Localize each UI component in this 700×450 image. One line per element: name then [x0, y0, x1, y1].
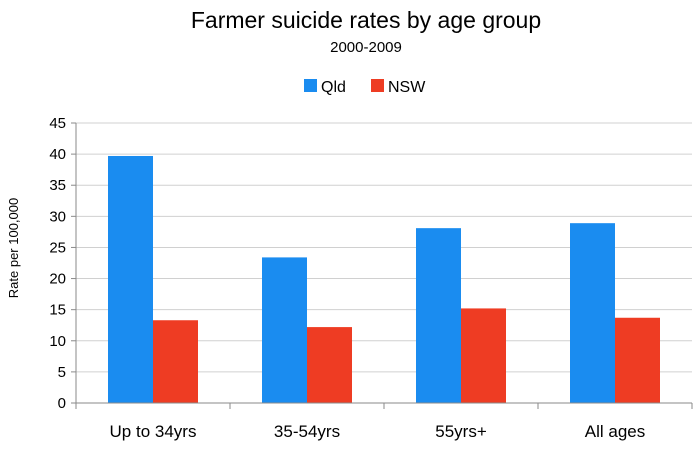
x-category-labels: Up to 34yrs 35-54yrs 55yrs+ All ages	[110, 422, 646, 441]
y-tick-label: 5	[58, 364, 66, 381]
bar-qld-1	[262, 257, 307, 403]
y-tick-label: 25	[49, 239, 66, 256]
y-tick-label: 45	[49, 115, 66, 132]
y-tick-label: 20	[49, 271, 66, 288]
axes	[75, 123, 693, 409]
y-tick-label: 15	[49, 302, 66, 319]
bar-qld-0	[108, 155, 153, 403]
legend: Qld NSW	[304, 79, 426, 96]
legend-swatch-nsw	[371, 79, 384, 92]
x-category-label: 35-54yrs	[274, 422, 340, 441]
legend-swatch-qld	[304, 79, 317, 92]
bar-nsw-0	[153, 320, 198, 403]
legend-label-qld: Qld	[321, 79, 346, 96]
y-tick-label: 10	[49, 333, 66, 350]
x-category-label: Up to 34yrs	[110, 422, 197, 441]
y-tick-labels: 0 5 10 15 20 25 30 35 40 45	[49, 115, 66, 412]
y-axis-label: Rate per 100,000	[6, 198, 21, 298]
bar-nsw-1	[307, 327, 352, 403]
chart-subtitle: 2000-2009	[330, 39, 402, 56]
bar-nsw-2	[461, 308, 506, 403]
x-category-label: 55yrs+	[435, 422, 487, 441]
x-category-label: All ages	[585, 422, 645, 441]
y-tick-label: 30	[49, 208, 66, 225]
y-tick-label: 40	[49, 146, 66, 163]
bar-nsw-3	[615, 317, 660, 403]
chart-title: Farmer suicide rates by age group	[191, 7, 541, 33]
bar-qld-3	[570, 223, 615, 403]
legend-label-nsw: NSW	[388, 79, 426, 96]
bars	[108, 155, 660, 403]
y-tick-label: 35	[49, 177, 66, 194]
bar-qld-2	[416, 228, 461, 403]
y-tick-label: 0	[58, 395, 66, 412]
